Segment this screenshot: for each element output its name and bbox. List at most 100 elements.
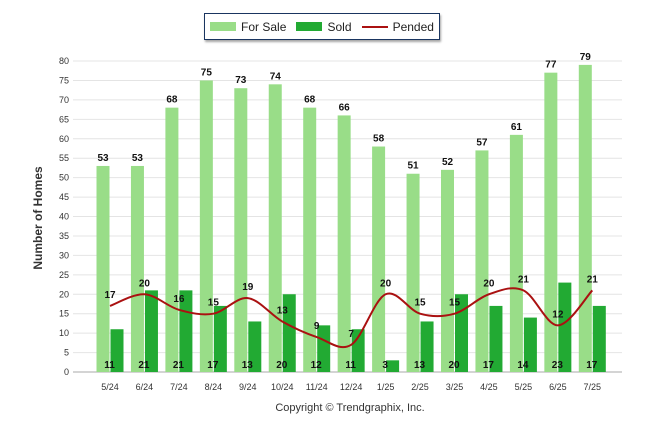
label-sold: 14	[517, 360, 529, 371]
legend-label-pended: Pended	[392, 19, 434, 34]
label-for-sale: 74	[270, 71, 282, 82]
y-tick-label: 30	[59, 250, 69, 260]
data-labels: 53 11 53 21 68 21 75 17 73 13 74 20 68 12 66 11 58 3 51 13 5…	[97, 52, 598, 371]
label-for-sale: 53	[97, 153, 109, 164]
label-pended: 17	[104, 290, 116, 301]
legend-item-sold[interactable]: Sold	[296, 19, 352, 34]
bar-sold	[558, 282, 572, 372]
y-tick-label: 25	[59, 270, 69, 280]
bar-sold	[455, 294, 468, 372]
label-for-sale: 73	[235, 75, 247, 86]
y-tick-label: 15	[59, 309, 69, 319]
label-for-sale: 53	[132, 153, 144, 164]
bar-sold	[317, 325, 331, 372]
bar-for-sale	[406, 173, 420, 372]
y-tick-label: 45	[59, 192, 69, 202]
label-pended: 20	[380, 278, 392, 289]
bar-for-sale	[303, 107, 317, 373]
bars	[96, 64, 606, 373]
bar-for-sale	[509, 134, 523, 372]
y-tick-label: 10	[59, 328, 69, 338]
bar-for-sale	[578, 64, 592, 372]
x-tick-label: 8/24	[205, 382, 223, 392]
x-tick-label: 6/25	[549, 382, 567, 392]
x-tick-label: 11/24	[306, 382, 328, 392]
copyright: Copyright © Trendgraphix, Inc.	[275, 402, 425, 414]
label-sold: 17	[207, 360, 219, 371]
y-tick-label: 65	[59, 114, 69, 124]
label-sold: 17	[483, 360, 495, 371]
legend-item-for-sale[interactable]: For Sale	[210, 20, 286, 34]
label-sold: 20	[276, 360, 288, 371]
x-tick-label: 4/25	[480, 382, 498, 392]
legend: For Sale Sold Pended	[204, 13, 440, 40]
label-for-sale: 68	[304, 95, 316, 106]
bar-for-sale	[337, 115, 351, 373]
for-sale-swatch-icon	[210, 22, 237, 31]
label-sold: 11	[104, 360, 115, 371]
x-tick-label: 5/24	[101, 382, 119, 392]
label-pended: 20	[483, 278, 495, 289]
label-pended: 12	[552, 309, 564, 320]
x-tick-label: 1/25	[377, 382, 395, 392]
y-tick-label: 5	[64, 348, 69, 358]
x-tick-label: 12/24	[340, 382, 363, 392]
bar-sold	[144, 290, 158, 372]
x-tick-label: 7/24	[170, 382, 188, 392]
label-sold: 23	[552, 360, 564, 371]
label-sold: 12	[311, 360, 323, 371]
label-for-sale: 61	[511, 122, 523, 133]
y-tick-label: 80	[59, 56, 69, 66]
bar-sold	[248, 321, 262, 372]
bar-sold	[592, 305, 606, 372]
bar-sold	[420, 321, 434, 372]
y-tick-label: 55	[59, 153, 69, 163]
label-pended: 15	[449, 298, 461, 309]
sold-swatch-icon	[296, 22, 323, 31]
line-pended	[109, 287, 594, 349]
label-pended: 13	[277, 305, 289, 316]
y-tick-label: 60	[59, 134, 69, 144]
label-sold: 21	[173, 360, 185, 371]
label-for-sale: 79	[580, 52, 592, 63]
y-axis-label: Number of Homes	[31, 166, 45, 270]
label-sold: 11	[345, 360, 356, 371]
label-for-sale: 58	[373, 134, 385, 145]
bar-sold	[213, 305, 227, 372]
bar-for-sale	[234, 88, 248, 373]
legend-label-sold: Sold	[327, 19, 352, 34]
bar-for-sale	[372, 146, 386, 372]
y-tick-label: 0	[64, 367, 69, 377]
x-tick-label: 9/24	[239, 382, 257, 392]
label-for-sale: 52	[442, 157, 454, 168]
bar-for-sale	[199, 80, 213, 372]
x-tick-label: 3/25	[446, 382, 464, 392]
label-sold: 20	[448, 360, 460, 371]
label-pended: 16	[173, 294, 185, 305]
label-for-sale: 68	[166, 95, 178, 106]
x-tick-label: 5/25	[515, 382, 533, 392]
legend-item-pended[interactable]: Pended	[361, 19, 434, 34]
legend-label-for-sale: For Sale	[241, 19, 287, 34]
label-for-sale: 66	[339, 102, 351, 113]
x-tick-label: 10/24	[271, 382, 294, 392]
y-tick-label: 50	[59, 173, 69, 183]
label-sold: 13	[242, 360, 254, 371]
label-sold: 13	[414, 360, 426, 371]
label-pended: 19	[242, 282, 254, 293]
bar-sold	[386, 360, 400, 372]
bar-for-sale	[130, 165, 144, 372]
label-for-sale: 75	[201, 67, 213, 78]
label-pended: 15	[414, 298, 426, 309]
y-tick-label: 70	[59, 95, 69, 105]
y-tick-label: 75	[59, 75, 69, 85]
label-pended: 15	[208, 298, 220, 309]
label-pended: 9	[314, 321, 320, 332]
label-for-sale: 77	[545, 60, 557, 71]
label-for-sale: 57	[476, 137, 488, 148]
label-pended: 21	[587, 274, 599, 285]
bar-for-sale	[165, 107, 179, 373]
x-tick-label: 7/25	[584, 382, 602, 392]
bar-sold	[282, 294, 296, 372]
